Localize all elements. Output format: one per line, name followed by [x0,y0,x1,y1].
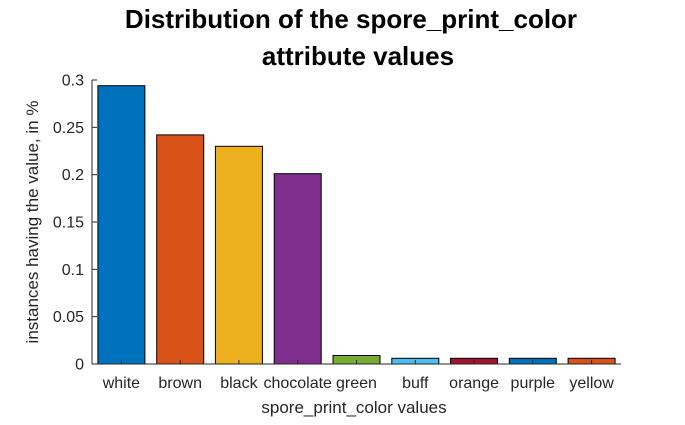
bars-group: white brown black chocolate green buff orange p… [97,85,616,392]
y-tick-label: 0 [75,357,84,374]
bar-brown [156,134,205,365]
bar-white [97,85,146,365]
x-tick-label-white: white [102,375,140,392]
x-tick-label-chocolate: chocolate [263,375,332,392]
chart-title-line-1: Distribution of the spore_print_color [125,4,577,34]
x-axis-label: spore_print_color values [261,398,446,417]
x-tick-label-purple: purple [511,375,556,392]
y-tick-label: 0.1 [62,262,84,279]
x-tick-label-green: green [336,375,377,392]
y-tick-label: 0.15 [53,215,84,232]
x-tick-label-yellow: yellow [569,375,614,392]
x-tick-label-orange: orange [449,375,499,392]
axes-group: 0 0.05 0.1 0.15 0.2 0.25 0.3 [53,73,621,374]
bar-black [214,145,263,365]
x-tick-label-buff: buff [402,375,429,392]
bar-chocolate [273,173,322,365]
y-tick-label: 0.3 [62,73,84,90]
chart-title-line-2: attribute values [262,41,454,71]
y-tick-label: 0.25 [53,120,84,137]
y-tick-label: 0.2 [62,167,84,184]
x-tick-label-brown: brown [158,375,202,392]
y-axis-label: instances having the value, in % [23,101,42,344]
x-tick-label-black: black [220,375,258,392]
y-tick-label: 0.05 [53,309,84,326]
